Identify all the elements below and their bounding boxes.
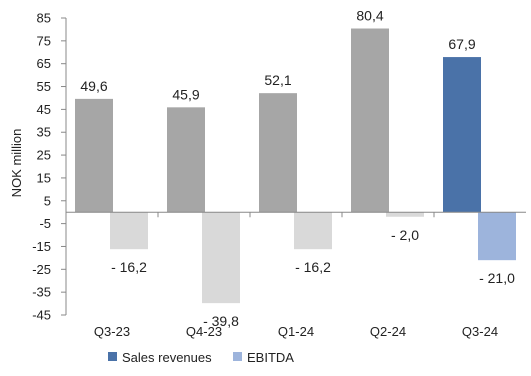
ebitda-bar [110, 212, 148, 250]
x-axis-ticks: Q3-23 Q4-23 Q1-24 Q2-24 Q3-24 [94, 324, 498, 339]
bars [75, 28, 516, 304]
x-tick-label: Q2-24 [370, 324, 406, 339]
y-tick-label: -25 [32, 262, 51, 277]
sales-revenue-data-label: 49,6 [80, 78, 107, 94]
legend-swatch-ebitda [233, 352, 242, 361]
sales-revenue-data-label: 67,9 [448, 36, 475, 52]
ebitda-data-label: - 21,0 [479, 270, 515, 286]
y-tick-label: 5 [44, 193, 51, 208]
legend-swatch-sales-revenues [108, 352, 117, 361]
axes [65, 18, 526, 315]
sales-revenue-bar [167, 107, 205, 213]
sales-revenue-data-label: 52,1 [264, 72, 291, 88]
y-tick-label: 65 [37, 56, 51, 71]
sales-revenue-bar [75, 98, 113, 213]
x-tick-label: Q3-24 [462, 324, 498, 339]
y-tick-label: 75 [37, 33, 51, 48]
sales-revenue-bar [351, 28, 389, 213]
y-tick-label: 15 [37, 170, 51, 185]
legend-label-sales-revenues: Sales revenues [122, 350, 212, 365]
ebitda-data-label: - 39,8 [203, 313, 239, 329]
ebitda-bar [202, 212, 240, 304]
y-tick-label: -45 [32, 308, 51, 323]
ebitda-bar [478, 212, 516, 261]
y-axis-label-group: NOK million [9, 129, 24, 198]
y-tick-label: -35 [32, 285, 51, 300]
ebitda-data-label: - 2,0 [391, 227, 419, 243]
legend: Sales revenues EBITDA [108, 350, 294, 365]
x-tick-label: Q4-23 [186, 324, 222, 339]
ebitda-data-label: - 16,2 [295, 259, 331, 275]
data-labels: 49,6 - 16,2 45,9 - 39,8 52,1 - 16,2 80,4 - 2,0 6… [80, 8, 515, 330]
ebitda-data-label: - 16,2 [111, 259, 147, 275]
y-tick-label: 45 [37, 102, 51, 117]
ebitda-bar [386, 212, 424, 217]
ebitda-bar [294, 212, 332, 250]
y-tick-label: -5 [39, 216, 51, 231]
y-axis-ticks: 85 75 65 55 45 35 25 15 5 -5 -15 -25 -35 -45 [32, 11, 66, 323]
sales-revenue-data-label: 80,4 [356, 8, 383, 24]
sales-revenue-bar [443, 57, 481, 213]
y-tick-label: -15 [32, 239, 51, 254]
x-tick-label: Q3-23 [94, 324, 130, 339]
y-tick-label: 55 [37, 79, 51, 94]
y-tick-label: 35 [37, 125, 51, 140]
y-axis-label: NOK million [9, 129, 24, 198]
sales-revenue-data-label: 45,9 [172, 86, 199, 102]
sales-revenue-bar [259, 93, 297, 213]
legend-label-ebitda: EBITDA [247, 350, 294, 365]
x-tick-label: Q1-24 [278, 324, 314, 339]
y-tick-label: 85 [37, 11, 51, 26]
y-tick-label: 25 [37, 148, 51, 163]
